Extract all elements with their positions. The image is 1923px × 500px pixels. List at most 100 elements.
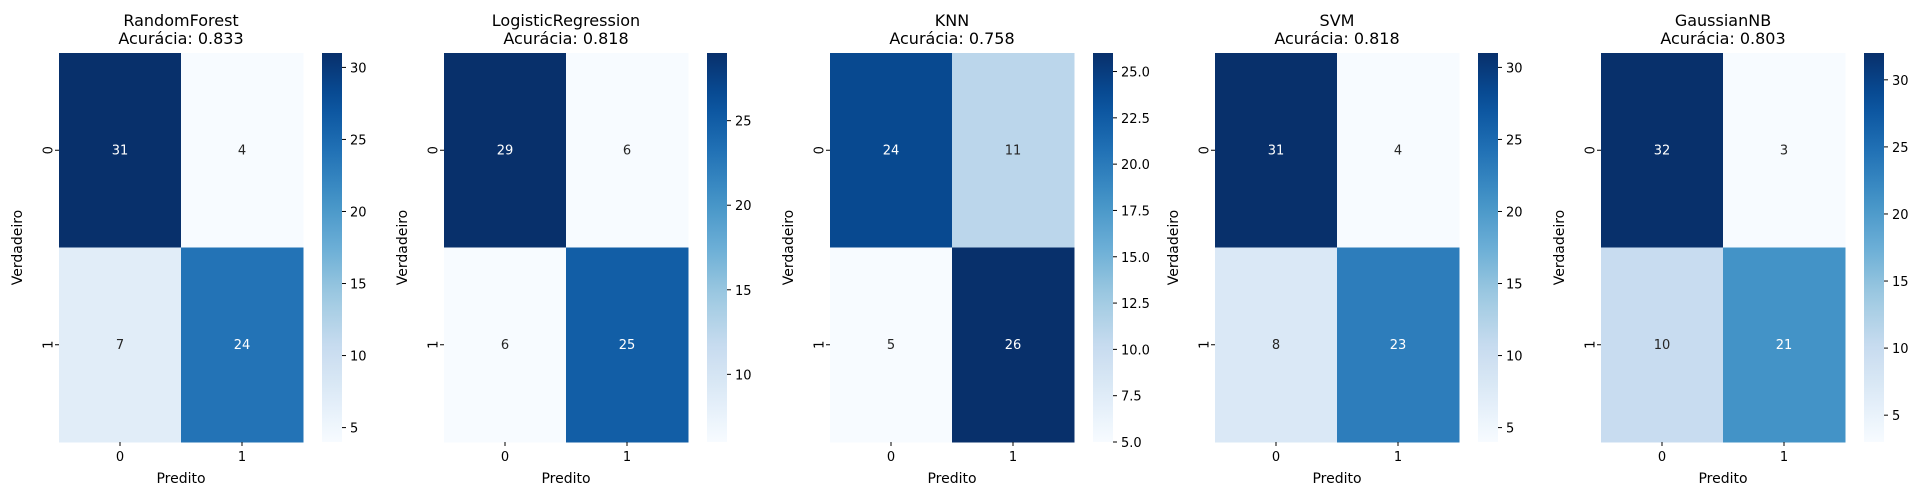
colorbar-tick-label: 25 (1506, 133, 1523, 148)
x-tick-label: 1 (1394, 450, 1402, 465)
colorbar-tick-label: 7.5 (1121, 390, 1142, 405)
cell-value-label: 26 (1005, 338, 1022, 353)
x-axis-label: Predito (541, 471, 590, 487)
cell-value-label: 31 (112, 143, 129, 158)
colorbar-tick-label: 5 (1506, 422, 1514, 437)
colorbar-tick-label: 20 (350, 205, 367, 220)
colorbar-tick-label: 25 (350, 133, 367, 148)
x-axis-label: Predito (1698, 471, 1747, 487)
x-axis-label: Predito (156, 471, 205, 487)
colorbar-tick-label: 10.0 (1121, 343, 1150, 358)
x-tick-label: 0 (501, 450, 509, 465)
chart-subtitle: Acurácia: 0.833 (118, 29, 243, 48)
x-axis-label: Predito (927, 471, 976, 487)
colorbar-tick-label: 15 (735, 284, 752, 299)
y-tick-label: 1 (1584, 341, 1599, 349)
cell-value-label: 4 (1394, 143, 1402, 158)
heatmap-cell (1723, 53, 1846, 248)
chart-title: GaussianNB (1675, 11, 1771, 30)
colorbar (1093, 53, 1113, 442)
cell-value-label: 25 (619, 338, 636, 353)
cell-value-label: 31 (1268, 143, 1285, 158)
cell-value-label: 11 (1005, 143, 1022, 158)
heatmap-cell (1337, 53, 1460, 248)
x-tick-label: 1 (623, 450, 631, 465)
colorbar-tick-label: 5 (350, 422, 358, 437)
chart-title: LogisticRegression (492, 11, 640, 30)
colorbar-tick-label: 30 (350, 61, 367, 76)
y-tick-label: 1 (1198, 341, 1213, 349)
cell-value-label: 29 (497, 143, 514, 158)
colorbar-tick-label: 15.0 (1121, 251, 1150, 266)
colorbar-tick-label: 5 (1892, 409, 1900, 424)
colorbar-tick-label: 30 (1506, 61, 1523, 76)
y-tick-label: 0 (427, 146, 442, 154)
heatmap-cell (181, 53, 304, 248)
colorbar-tick-label: 12.5 (1121, 297, 1150, 312)
heatmap-cell (1215, 247, 1338, 443)
x-tick-label: 1 (1009, 450, 1017, 465)
chart-title: SVM (1320, 11, 1355, 30)
cell-value-label: 24 (883, 143, 900, 158)
cell-value-label: 7 (116, 338, 124, 353)
colorbar-tick-label: 15 (1506, 278, 1523, 293)
colorbar-tick-label: 15 (350, 278, 367, 293)
colorbar (1478, 53, 1498, 442)
x-tick-label: 0 (887, 450, 895, 465)
y-tick-label: 1 (42, 341, 57, 349)
colorbar-tick-label: 20 (1506, 205, 1523, 220)
heatmap-cell (952, 53, 1075, 248)
colorbar-tick-label: 25.0 (1121, 66, 1150, 81)
y-axis-label: Verdadeiro (1166, 210, 1182, 285)
colorbar-tick-label: 10 (350, 350, 367, 365)
heatmap-cell (59, 53, 182, 248)
colorbar-tick-label: 20.0 (1121, 158, 1150, 173)
colorbar-tick-label: 17.5 (1121, 204, 1150, 219)
chart-subtitle: Acurácia: 0.803 (1660, 29, 1785, 48)
colorbar-tick-label: 30 (1892, 74, 1909, 89)
y-axis-label: Verdadeiro (1552, 210, 1568, 285)
chart-subtitle: Acurácia: 0.818 (503, 29, 628, 48)
cell-value-label: 6 (623, 143, 631, 158)
cell-value-label: 23 (1390, 338, 1407, 353)
heatmap-cell (1601, 247, 1724, 443)
chart-title: RandomForest (123, 11, 238, 30)
heatmap-cell (566, 247, 689, 443)
y-tick-label: 0 (813, 146, 828, 154)
heatmap-cell (566, 53, 689, 248)
colorbar-tick-label: 25 (735, 115, 752, 130)
cell-value-label: 3 (1780, 143, 1788, 158)
cell-value-label: 8 (1272, 338, 1280, 353)
heatmap-cell (830, 247, 953, 443)
cell-value-label: 24 (234, 338, 251, 353)
x-tick-label: 1 (238, 450, 246, 465)
colorbar-tick-label: 15 (1892, 275, 1909, 290)
y-axis-label: Verdadeiro (10, 210, 26, 285)
colorbar-tick-label: 5.0 (1121, 436, 1142, 451)
colorbar (1864, 53, 1884, 442)
colorbar (707, 53, 727, 442)
y-axis-label: Verdadeiro (781, 210, 797, 285)
x-axis-label: Predito (1312, 471, 1361, 487)
colorbar (322, 53, 342, 442)
heatmap-cell (830, 53, 953, 248)
colorbar-tick-label: 20 (1892, 208, 1909, 223)
x-tick-label: 1 (1780, 450, 1788, 465)
colorbar-tick-label: 22.5 (1121, 112, 1150, 127)
heatmap-cell (1337, 247, 1460, 443)
cell-value-label: 6 (501, 338, 509, 353)
y-tick-label: 1 (427, 341, 442, 349)
x-tick-label: 0 (116, 450, 124, 465)
cell-value-label: 5 (887, 338, 895, 353)
y-axis-label: Verdadeiro (395, 210, 411, 285)
heatmap-cell (1723, 247, 1846, 443)
heatmap-cell (59, 247, 182, 443)
heatmap-cell (181, 247, 304, 443)
colorbar-tick-label: 10 (1506, 350, 1523, 365)
cell-value-label: 32 (1654, 143, 1671, 158)
